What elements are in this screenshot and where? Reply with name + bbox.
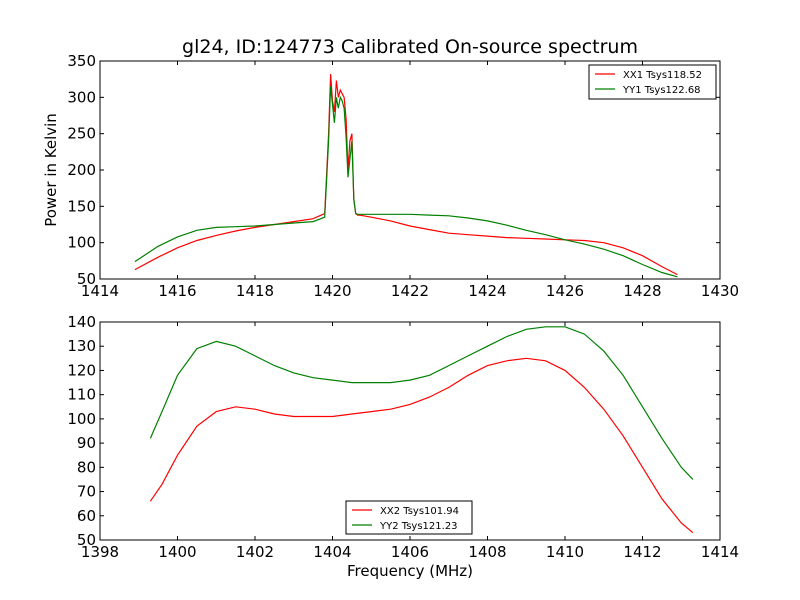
x-tick-label: 1414	[701, 543, 739, 561]
legend-entry: YY2 Tsys121.23	[379, 521, 458, 532]
legend-entry: YY1 Tsys122.68	[622, 85, 701, 96]
x-tick-label: 1410	[546, 543, 584, 561]
legend: XX1 Tsys118.52 YY1 Tsys122.68	[588, 64, 717, 100]
y-tick-label: 110	[67, 386, 96, 404]
legend: XX2 Tsys101.94 YY2 Tsys121.23	[345, 500, 473, 535]
y-tick-label: 200	[67, 161, 96, 179]
y-tick-label: 250	[67, 125, 96, 143]
y-tick-label: 70	[77, 483, 96, 501]
y-tick-label: 50	[77, 270, 96, 288]
x-tick-label: 1412	[623, 543, 661, 561]
x-axis-label: Frequency (MHz)	[347, 562, 473, 580]
x-tick-label: 1400	[158, 543, 196, 561]
y-tick-label: 120	[67, 361, 96, 379]
series-line-2	[134, 86, 678, 278]
x-tick-label: 1428	[623, 282, 661, 300]
y-axis-label: Power in Kelvin	[42, 113, 60, 227]
x-tick-label: 1406	[391, 543, 429, 561]
bottom-plot: 1398 1400 1402 1404 1406 1408 1410 1412 1414 50 60…	[67, 313, 739, 580]
chart-title: gl24, ID:124773 Calibrated On-source spe…	[182, 36, 638, 58]
legend-entry: XX1 Tsys118.52	[623, 70, 702, 81]
y-tick-label: 50	[77, 531, 96, 549]
y-tick-label: 150	[67, 197, 96, 215]
y-tick-label: 300	[67, 88, 96, 106]
x-tick-label: 1422	[391, 282, 429, 300]
series-line-1	[134, 74, 678, 276]
x-tick-label: 1402	[236, 543, 274, 561]
series-line-1	[149, 357, 694, 534]
x-tick-label: 1424	[468, 282, 506, 300]
y-tick-label: 140	[67, 313, 96, 331]
legend-box	[588, 64, 717, 100]
x-tick-label: 1408	[468, 543, 506, 561]
top-plot: 1414 1416 1418 1420 1422 1424 1426 1428 1430 50 10…	[42, 52, 739, 300]
y-tick-label: 80	[77, 458, 96, 476]
y-tick-label: 100	[67, 410, 96, 428]
y-tick-label: 90	[77, 434, 96, 452]
legend-entry: XX2 Tsys101.94	[380, 506, 459, 517]
series-line-2	[149, 326, 694, 480]
x-tick-label: 1418	[236, 282, 274, 300]
x-tick-label: 1414	[81, 282, 119, 300]
y-tick-label: 130	[67, 337, 96, 355]
legend-box	[345, 500, 473, 535]
x-tick-label: 1426	[546, 282, 584, 300]
y-tick-label: 60	[77, 507, 96, 525]
x-tick-label: 1404	[313, 543, 351, 561]
y-tick-label: 350	[67, 52, 96, 70]
x-tick-label: 1416	[158, 282, 196, 300]
y-tick-label: 100	[67, 234, 96, 252]
x-tick-label: 1420	[313, 282, 351, 300]
x-tick-label: 1398	[81, 543, 119, 561]
x-tick-label: 1430	[701, 282, 739, 300]
